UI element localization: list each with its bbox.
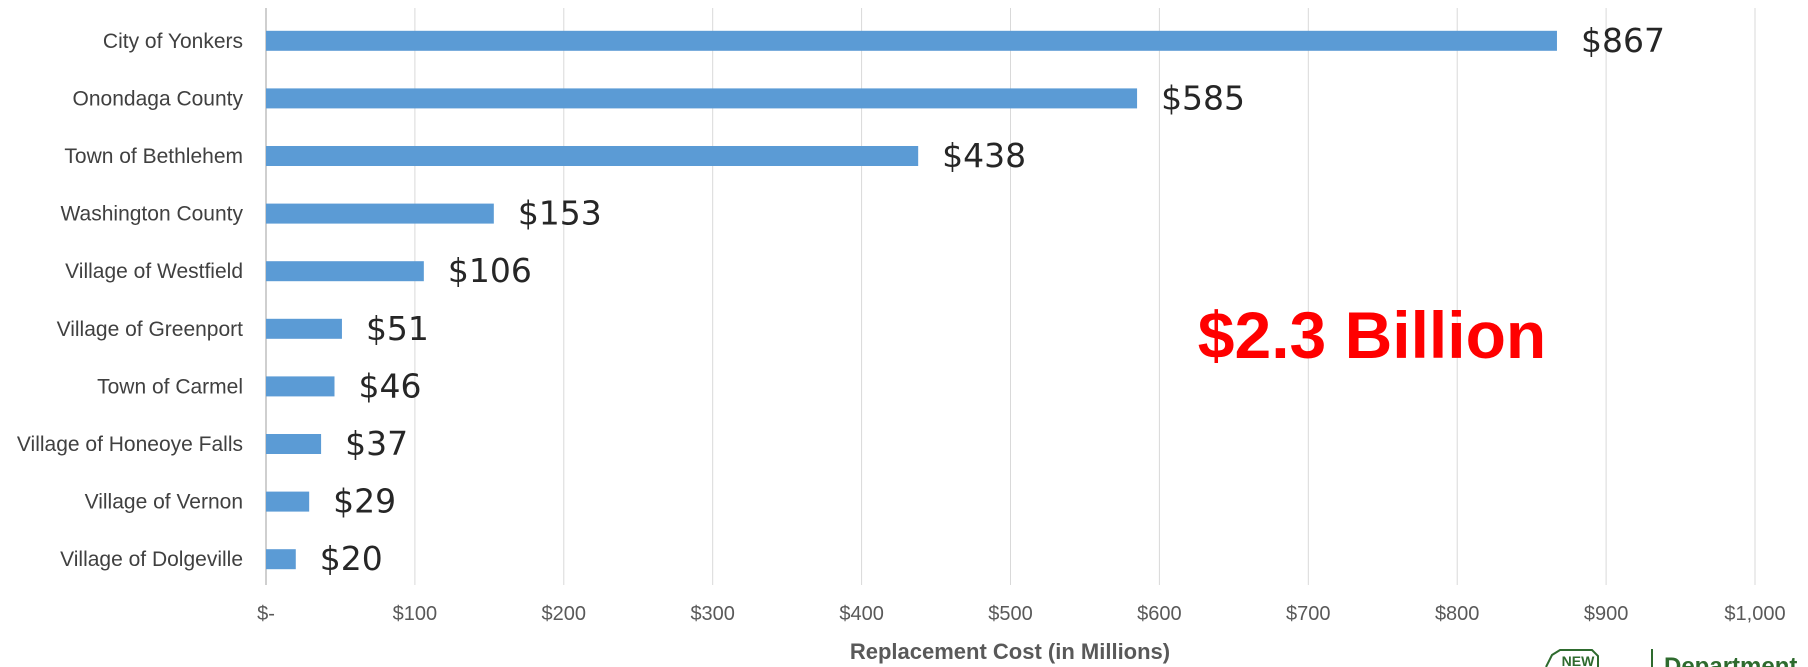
- category-label: Village of Vernon: [85, 491, 243, 514]
- x-tick-label: $400: [839, 603, 884, 625]
- bar: [266, 203, 494, 224]
- value-label: $106: [448, 251, 532, 290]
- value-label: $46: [358, 366, 421, 405]
- category-label: Village of Dolgeville: [60, 548, 243, 571]
- x-tick-label: $700: [1286, 603, 1331, 625]
- category-label: Village of Westfield: [65, 260, 243, 283]
- x-tick-label: $600: [1137, 603, 1182, 625]
- value-label: $20: [320, 539, 383, 578]
- category-label: Village of Honeoye Falls: [17, 433, 243, 456]
- bar: [266, 30, 1557, 51]
- logo-department-text: Department: [1664, 653, 1797, 667]
- x-tick-label: $800: [1435, 603, 1480, 625]
- value-label: $585: [1161, 78, 1245, 117]
- value-label: $51: [366, 309, 429, 348]
- x-tick-label: $500: [988, 603, 1033, 625]
- bar: [266, 318, 342, 339]
- x-tick-label: $200: [542, 603, 587, 625]
- x-tick-label: $900: [1584, 603, 1629, 625]
- x-tick-label: $1,000: [1724, 603, 1785, 625]
- value-label: $438: [942, 136, 1026, 175]
- bar: [266, 376, 335, 397]
- bar: [266, 88, 1138, 109]
- x-axis-title: Replacement Cost (in Millions): [850, 639, 1170, 664]
- value-label: $153: [518, 194, 602, 233]
- category-label: Town of Bethlehem: [64, 145, 243, 168]
- bars: [266, 30, 1557, 570]
- value-label: $37: [345, 424, 408, 463]
- x-tick-label: $300: [690, 603, 735, 625]
- category-label: Village of Greenport: [57, 318, 244, 341]
- logo-mark-text: NEW: [1562, 653, 1595, 667]
- state-outline-icon: [1545, 649, 1599, 667]
- category-label: Onondaga County: [73, 87, 244, 110]
- logo: NEW Department: [1545, 649, 1797, 667]
- x-axis-tick-labels: $- $100 $200 $300 $400 $500 $600 $700 $800 $900 $1…: [257, 603, 1785, 625]
- total-callout: $2.3 Billion: [1198, 298, 1546, 372]
- category-label: Washington County: [61, 203, 244, 226]
- x-tick-label: $-: [257, 603, 275, 625]
- bar: [266, 549, 296, 570]
- category-labels: City of Yonkers Onondaga County Town of Be…: [17, 30, 244, 571]
- x-tick-label: $100: [393, 603, 438, 625]
- bar: [266, 261, 424, 282]
- bar: [266, 434, 322, 454]
- value-labels: $867 $585 $438 $153 $106 $51 $46 $37 $29 $20: [320, 21, 1665, 578]
- bar: [266, 146, 919, 166]
- category-label: City of Yonkers: [103, 30, 243, 53]
- value-label: $29: [333, 482, 396, 521]
- bar: [266, 491, 310, 512]
- category-label: Town of Carmel: [97, 375, 243, 398]
- value-label: $867: [1581, 21, 1665, 60]
